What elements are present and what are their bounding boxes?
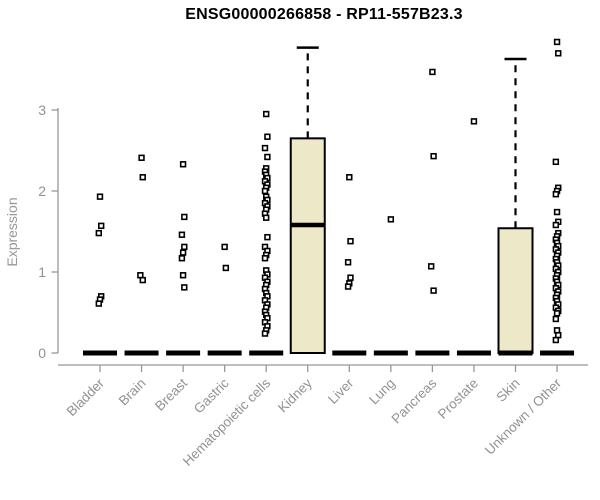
x-category-label: Pancreas	[389, 375, 440, 426]
outlier-point	[179, 249, 187, 256]
outlier-point	[346, 174, 353, 181]
outlier-point	[553, 208, 561, 216]
outlier-point	[139, 174, 146, 181]
collapsed-box-median	[332, 350, 367, 356]
outlier-point	[430, 287, 437, 294]
outlier-point	[553, 310, 561, 317]
outlier-point	[95, 229, 103, 237]
outlier-point	[552, 315, 560, 323]
outlier-point	[262, 110, 270, 118]
x-category-label: Kidney	[275, 375, 315, 415]
outlier-point	[552, 336, 560, 344]
outlier-point	[181, 284, 188, 291]
collapsed-box-median	[83, 350, 117, 356]
outlier-point	[181, 213, 188, 221]
outlier-point	[138, 154, 145, 161]
collapsed-box-median	[373, 350, 408, 356]
outlier-point	[387, 216, 395, 223]
collapsed-box-median	[540, 350, 575, 356]
outlier-point	[347, 274, 354, 281]
x-category-label: Bladder	[64, 375, 108, 419]
outlier-point	[139, 276, 146, 284]
outlier-point	[178, 231, 186, 238]
x-category-label: Breast	[152, 375, 190, 413]
outlier-point	[344, 283, 352, 290]
outlier-point	[181, 243, 188, 251]
outlier-point	[178, 255, 186, 262]
x-category-label: Lung	[366, 376, 398, 408]
outlier-point	[261, 255, 269, 262]
outlier-point	[552, 221, 560, 229]
outlier-point	[261, 144, 269, 152]
y-tick-label: 0	[38, 345, 46, 361]
outlier-point	[95, 300, 103, 307]
collapsed-box-median	[124, 350, 159, 356]
x-category-label: Unknown / Other	[482, 375, 565, 458]
outlier-point	[261, 187, 269, 195]
outlier-point	[427, 263, 435, 270]
collapsed-box-median	[207, 350, 242, 356]
outlier-point	[344, 259, 352, 266]
outlier-point	[470, 118, 478, 125]
x-category-label: Gastric	[191, 375, 232, 416]
y-tick-label: 2	[38, 183, 46, 199]
outlier-point	[553, 38, 561, 46]
outlier-point	[347, 238, 354, 245]
collapsed-box-median	[415, 350, 450, 356]
outlier-point	[552, 158, 560, 166]
outlier-point	[179, 272, 187, 279]
y-tick-label: 3	[38, 102, 46, 118]
outlier-point	[221, 243, 228, 251]
box-rect	[497, 227, 534, 354]
outlier-point	[264, 233, 271, 241]
outlier-point	[555, 50, 562, 57]
outlier-point	[264, 133, 271, 140]
x-category-label: Liver	[325, 375, 357, 407]
x-category-label: Skin	[493, 376, 522, 405]
outlier-point	[222, 264, 230, 272]
outlier-point	[261, 330, 269, 337]
x-category-label: Brain	[116, 376, 149, 409]
outlier-point	[96, 193, 104, 200]
box-rect	[289, 137, 326, 354]
outlier-point	[552, 191, 560, 198]
outlier-point	[429, 68, 436, 76]
collapsed-box-median	[249, 350, 284, 356]
outlier-point	[179, 161, 187, 168]
outlier-point	[430, 152, 437, 160]
collapsed-box-median	[166, 350, 201, 356]
outlier-point	[262, 214, 270, 221]
chart-title: ENSG00000266858 - RP11-557B23.3	[185, 6, 463, 23]
collapsed-box-median	[456, 350, 491, 356]
outlier-point	[98, 222, 105, 230]
y-tick-label: 1	[38, 264, 46, 280]
x-category-label: Prostate	[435, 376, 481, 422]
outlier-point	[264, 153, 271, 161]
